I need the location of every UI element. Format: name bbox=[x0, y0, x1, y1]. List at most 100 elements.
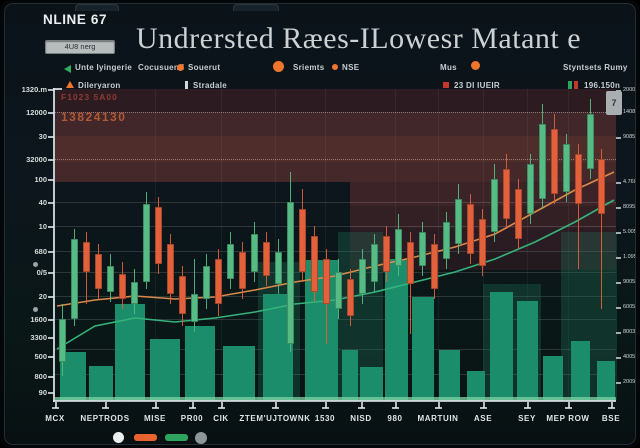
x-axis-label: MCX bbox=[45, 414, 65, 423]
y-axis-label: 40 bbox=[38, 198, 47, 207]
candle-body bbox=[538, 124, 546, 199]
candle-body bbox=[226, 244, 234, 279]
arrow-left-icon bbox=[64, 65, 71, 73]
candle-wick bbox=[600, 149, 602, 309]
candle-body bbox=[430, 244, 438, 289]
x-axis-label: PR00 bbox=[180, 414, 204, 423]
candle-body bbox=[166, 244, 174, 294]
price-flag-badge: 7 bbox=[606, 91, 622, 115]
legend-item-dileryaron[interactable]: Dileryaron bbox=[78, 81, 121, 90]
candle-body bbox=[118, 274, 126, 299]
annotation-flag-top: F1023 5A00 bbox=[61, 92, 118, 102]
candlestick-chart: 1320.m 12000 30 32000 100 40 10 680 0/5 20 1600 330… bbox=[5, 4, 635, 444]
green-bar-marker[interactable] bbox=[165, 434, 188, 441]
x-axis-tick bbox=[105, 402, 107, 408]
x-axis-tick bbox=[322, 407, 329, 409]
right-axis-label: 9005 bbox=[623, 279, 636, 285]
volume-bar bbox=[571, 341, 590, 400]
x-axis-tick bbox=[155, 402, 157, 408]
gridline bbox=[55, 251, 616, 252]
right-axis-label: 2009 bbox=[623, 379, 636, 385]
candle-body bbox=[382, 236, 390, 272]
orange-bar-marker[interactable] bbox=[134, 434, 157, 441]
legend-item-sriemts[interactable]: Sriemts bbox=[293, 63, 325, 72]
right-axis-label: 9085 bbox=[623, 134, 636, 140]
y-axis-bracket bbox=[53, 88, 62, 90]
candle-body bbox=[82, 242, 90, 272]
legend-item-cocusuend[interactable]: Cocusuend bbox=[138, 63, 185, 72]
gray-dot-marker[interactable] bbox=[195, 432, 207, 444]
square-icon bbox=[443, 82, 449, 88]
price-band bbox=[350, 206, 616, 228]
volume-bar bbox=[115, 304, 145, 400]
candle-body bbox=[502, 169, 510, 219]
right-axis-tick bbox=[616, 357, 621, 359]
legend-item-stradale[interactable]: Stradale bbox=[193, 81, 227, 90]
candle-body bbox=[190, 294, 198, 322]
y-axis-tick bbox=[48, 251, 54, 253]
legend-item-mus[interactable]: Mus bbox=[440, 63, 457, 72]
legend-item-nse[interactable]: NSE bbox=[342, 63, 360, 72]
volume-bar bbox=[439, 350, 460, 400]
volume-bar bbox=[412, 297, 434, 400]
y-axis-tick bbox=[48, 89, 54, 91]
candle-body bbox=[106, 266, 114, 292]
y-axis-label: 680 bbox=[34, 247, 47, 256]
x-axis-tick bbox=[480, 407, 487, 409]
x-axis-tick bbox=[435, 407, 442, 409]
legend-item-souerut[interactable]: Souerut bbox=[188, 63, 221, 72]
candle-body bbox=[478, 219, 486, 266]
gridline bbox=[55, 226, 616, 227]
y-axis-tick bbox=[48, 226, 54, 228]
v-gridline bbox=[438, 89, 439, 400]
candle-body bbox=[94, 254, 102, 289]
volume-bar bbox=[89, 366, 113, 400]
x-axis-tick bbox=[392, 407, 399, 409]
legend-item-di-iueir[interactable]: 23 DI IUEIR bbox=[454, 81, 500, 90]
x-axis-tick bbox=[527, 402, 529, 408]
candle-body bbox=[202, 266, 210, 299]
x-axis-tick bbox=[102, 407, 109, 409]
gridline bbox=[55, 112, 616, 113]
x-axis-tick bbox=[221, 402, 223, 408]
x-axis-label: 980 bbox=[387, 414, 403, 423]
white-dot-marker[interactable] bbox=[113, 432, 124, 443]
y-axis-tick bbox=[48, 179, 54, 181]
x-axis-label: NISD bbox=[350, 414, 372, 423]
right-axis-tick bbox=[616, 182, 621, 184]
volume-bar bbox=[490, 292, 513, 400]
candle-body bbox=[142, 204, 150, 282]
ticker-input[interactable]: 4U8 nerg bbox=[45, 40, 115, 54]
x-axis-tick bbox=[524, 407, 531, 409]
right-axis-label: 6005 bbox=[623, 304, 636, 310]
tab-right[interactable] bbox=[233, 4, 279, 11]
x-axis-label: MEP ROW bbox=[546, 414, 590, 423]
y-axis-label: 20 bbox=[38, 292, 47, 301]
x-axis-tick bbox=[152, 407, 159, 409]
price-band bbox=[55, 89, 616, 112]
candle-wick bbox=[577, 144, 579, 269]
y-axis-label: 1600 bbox=[30, 315, 47, 324]
x-axis-tick bbox=[361, 402, 363, 408]
volume-bar bbox=[467, 371, 485, 400]
volume-bar bbox=[185, 326, 215, 400]
legend-item-196[interactable]: 196.150n bbox=[584, 81, 621, 90]
candle-body bbox=[238, 252, 246, 289]
candle-body bbox=[550, 129, 558, 194]
legend-item-styntsets[interactable]: Styntsets Rumy bbox=[563, 63, 628, 72]
y-axis-label: 1320.m bbox=[21, 85, 47, 94]
legend-item-unte[interactable]: Unte Iyingerie bbox=[75, 63, 133, 72]
y-axis-tick bbox=[48, 392, 54, 394]
candle-body bbox=[262, 242, 270, 276]
right-axis-label: 4005 bbox=[623, 354, 636, 360]
x-axis-label: NEPTRODS bbox=[80, 414, 130, 423]
candle-body bbox=[346, 279, 354, 316]
x-axis-tick bbox=[52, 407, 59, 409]
right-axis-tick bbox=[616, 137, 621, 139]
right-axis-tick bbox=[616, 382, 621, 384]
right-axis-tick bbox=[616, 307, 621, 309]
x-axis-label: CIK bbox=[213, 414, 229, 423]
tab-left[interactable] bbox=[75, 4, 119, 11]
